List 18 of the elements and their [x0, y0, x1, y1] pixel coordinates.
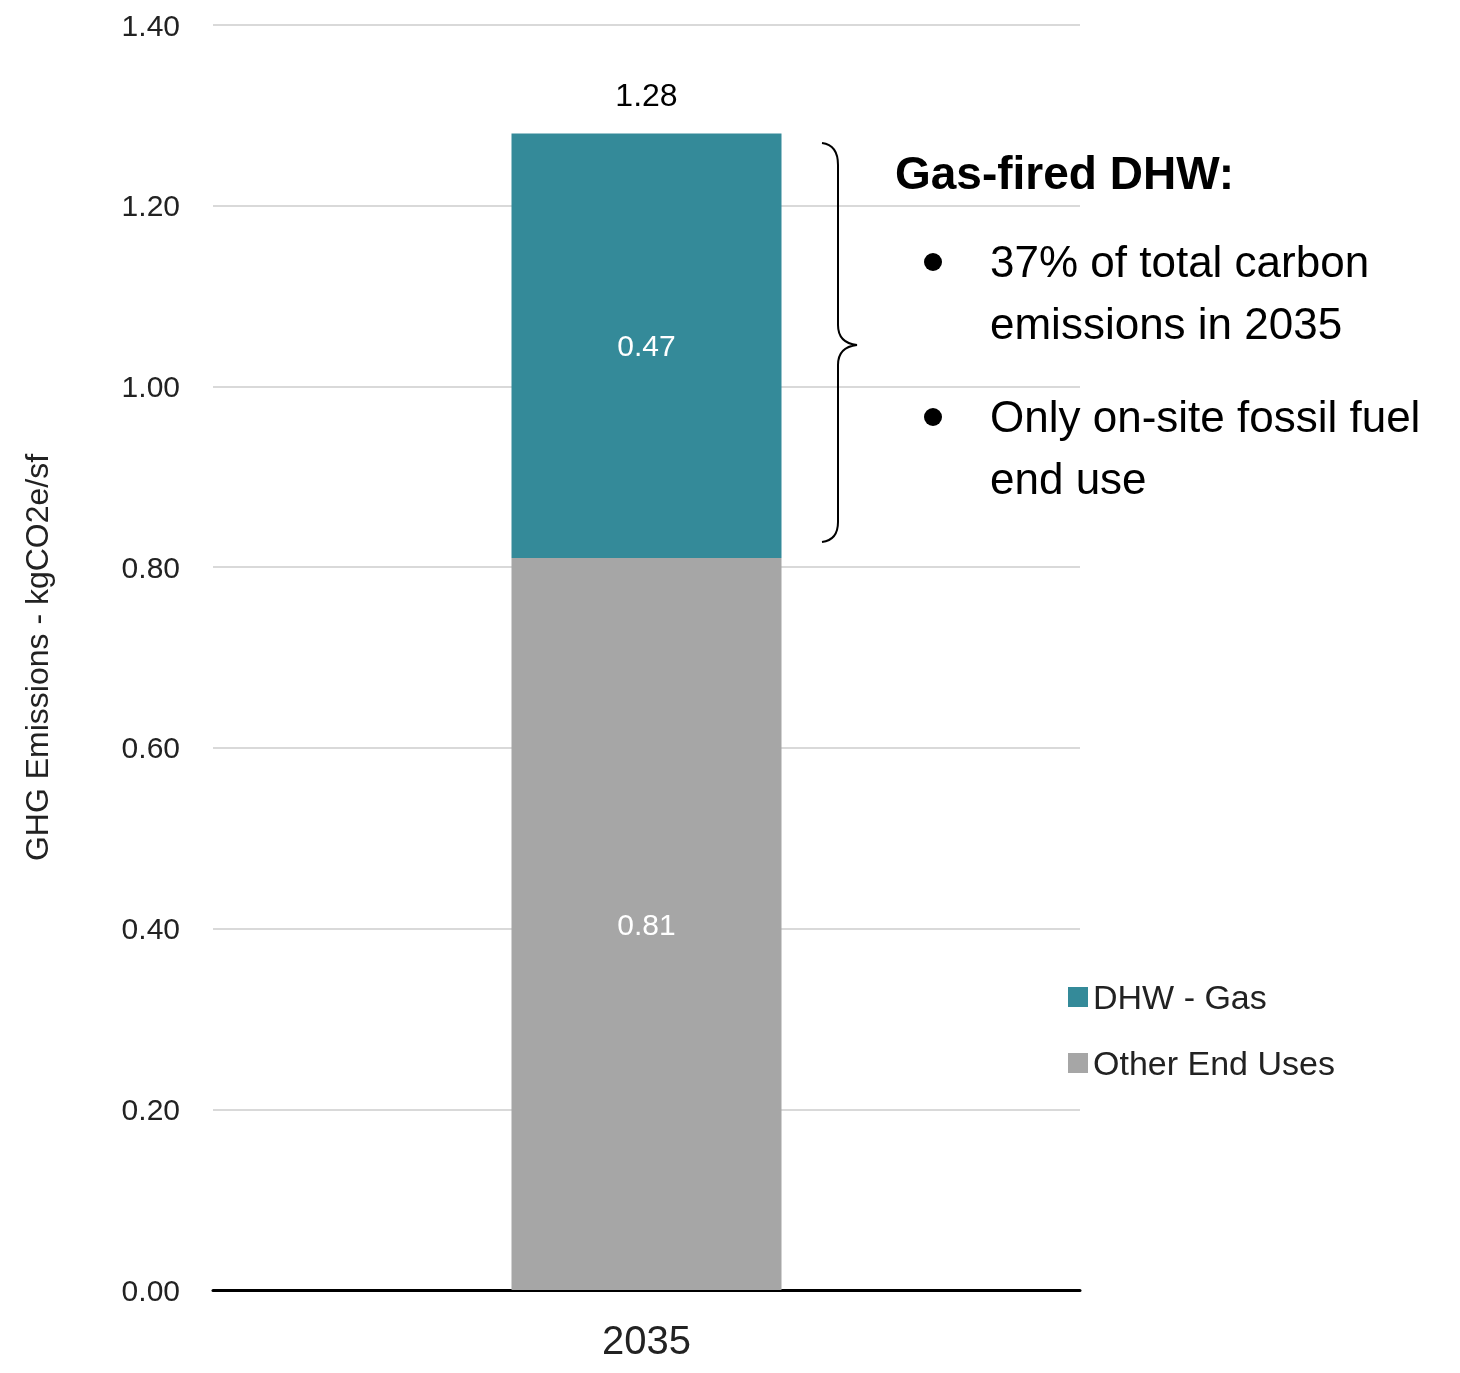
y-tick-label: 0.60: [121, 731, 180, 765]
y-tick-label: 1.00: [121, 369, 180, 403]
data-label: 0.47: [617, 329, 676, 363]
y-tick-label: 0.40: [121, 912, 180, 946]
x-tick-label: 2035: [602, 1318, 691, 1362]
y-tick-label: 1.40: [121, 8, 180, 42]
data-label: 0.81: [617, 907, 676, 941]
annotation: 37% of total carbon emissions in 2035: [990, 236, 1382, 348]
y-tick-label: 1.20: [121, 189, 180, 223]
total-label: 1.28: [615, 77, 678, 114]
y-tick-label: 0.20: [121, 1092, 180, 1126]
y-axis-title: GHG Emissions - kgCO2e/sf: [19, 453, 55, 862]
y-tick-label: 0.00: [121, 1273, 180, 1307]
annotation: Only on-site fossil fuel end use: [990, 391, 1433, 503]
annotation: Gas-fired DHW:: [895, 147, 1235, 199]
y-tick-label: 0.80: [121, 550, 180, 584]
legend-label: DHW - Gas: [1093, 978, 1267, 1016]
legend-label: Other End Uses: [1093, 1044, 1335, 1082]
